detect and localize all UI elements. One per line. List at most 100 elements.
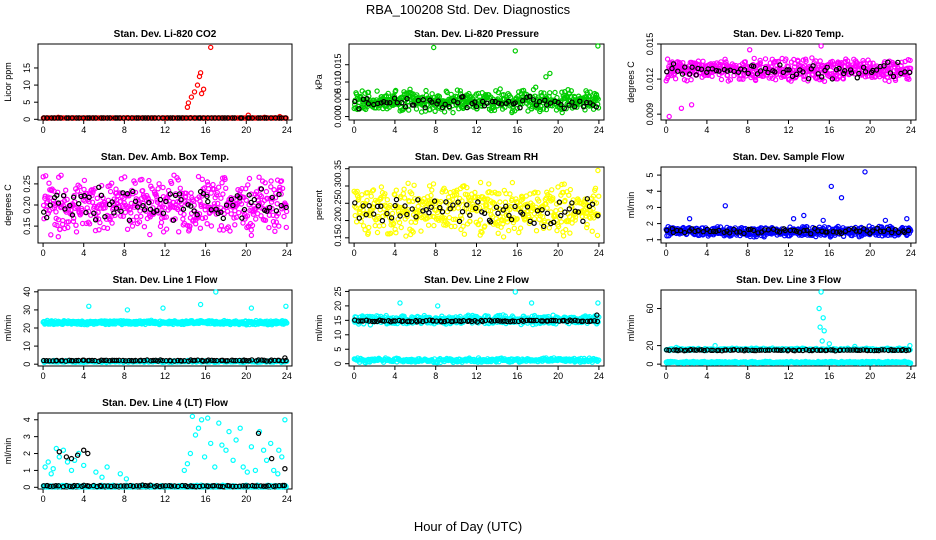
y-tick-label: 0.15 [333,229,343,247]
data-point [688,76,694,83]
data-point [829,76,836,82]
series-1 [40,172,290,240]
data-point [553,207,559,214]
data-point [540,106,547,112]
y-tick-label: 0 [333,361,343,366]
data-point [374,88,380,94]
data-point [197,301,204,308]
data-point [881,63,887,69]
data-point [460,93,466,100]
data-point [461,231,468,237]
data-point [552,89,558,96]
data-point [202,214,209,221]
panel-title: Stan. Dev. Sample Flow [733,152,845,163]
data-point [241,206,248,213]
data-point [248,199,254,206]
data-point [862,169,868,175]
data-point [155,186,161,192]
data-point [364,95,370,102]
data-point [55,189,61,195]
data-point [457,88,463,94]
data-point [43,173,49,179]
data-point [405,180,411,186]
data-point [175,229,182,235]
data-point [700,58,706,65]
data-point [401,186,407,192]
data-point [364,197,370,204]
data-point [815,71,821,77]
x-tick-label: 0 [41,125,46,135]
data-point [170,217,177,223]
data-point [200,190,207,197]
data-point [672,75,679,82]
x-tick-label: 24 [906,248,916,258]
x-tick-label: 8 [122,371,127,381]
data-point [230,202,236,209]
data-point [164,115,171,121]
data-point [505,98,512,105]
data-point [70,218,77,225]
data-point [547,70,553,77]
data-point [148,115,155,121]
y-tick-label: 10 [22,341,32,351]
data-point [262,217,269,223]
data-point [517,104,523,111]
data-point [204,220,210,227]
data-point [94,195,101,201]
data-point [495,230,501,236]
series-1 [663,43,914,120]
data-point [245,182,251,188]
data-point [370,187,377,193]
data-point [820,217,826,224]
data-point [669,65,675,72]
x-tick-label: 12 [160,125,170,135]
data-point [568,88,575,94]
data-point [533,227,540,234]
data-point [783,56,789,62]
x-tick-label: 20 [241,125,251,135]
data-point [686,215,693,222]
data-point [532,189,538,195]
data-point [549,197,556,203]
data-point [178,196,184,203]
y-axis-label: kPa [314,74,324,90]
panel-title: Stan. Dev. Li-820 Pressure [414,29,539,40]
data-point [220,191,226,197]
data-point [452,223,458,230]
data-point [242,185,249,192]
data-point [441,109,448,115]
data-point [113,205,120,211]
data-point [78,193,84,200]
x-tick-label: 12 [471,125,481,135]
data-point [569,99,575,105]
data-point [129,223,136,229]
data-point [185,100,192,106]
x-tick-label: 24 [594,125,604,135]
data-point [742,59,749,65]
data-point [248,227,254,233]
y-tick-label: 10 [333,330,343,340]
data-point [211,201,218,207]
data-point [436,93,443,100]
data-point [132,198,139,204]
data-point [464,184,470,191]
data-point [359,192,365,198]
data-point [511,225,518,231]
data-point [176,191,183,197]
data-point [389,210,396,217]
x-tick-label: 0 [352,125,357,135]
data-point [848,70,855,76]
data-point [261,115,268,121]
data-point [124,307,131,313]
series-2 [41,184,289,223]
data-point [132,189,139,196]
data-point [277,184,283,190]
data-point [429,99,435,105]
x-tick-label: 4 [81,125,86,135]
data-point [885,59,891,65]
data-point [793,71,800,78]
data-point [841,70,847,77]
data-point [500,234,507,240]
data-point [374,229,381,236]
data-point [563,226,569,233]
